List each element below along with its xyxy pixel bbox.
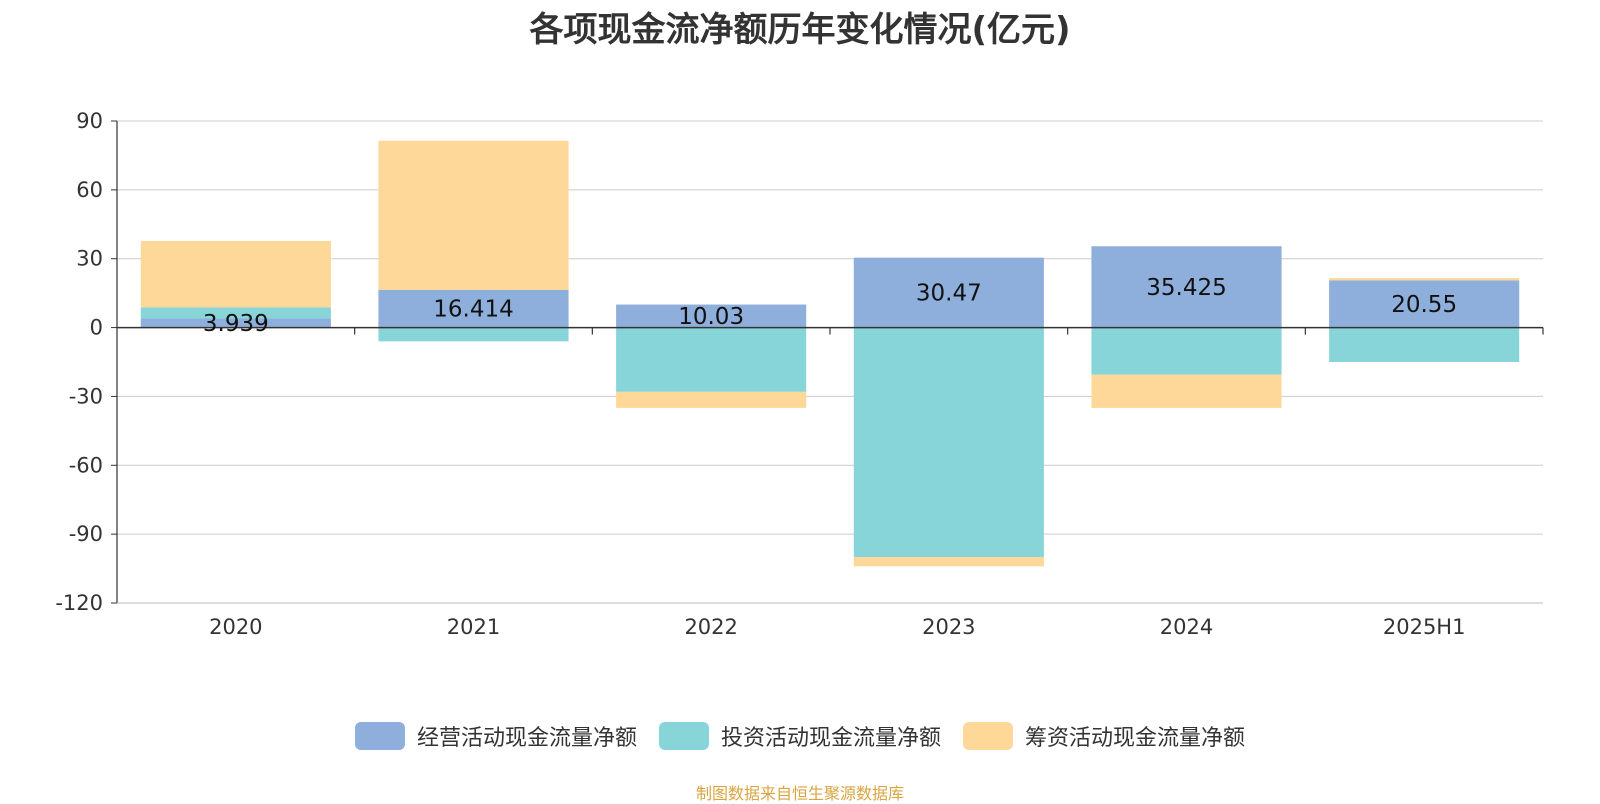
x-tick-label: 2021 [447,615,500,639]
data-label: 3.939 [203,311,269,337]
y-tick-label: -30 [69,384,103,408]
bar-series1-2022 [616,327,807,392]
legend-swatch-financing [963,722,1013,750]
x-tick-label: 2025H1 [1383,615,1466,639]
x-tick-label: 2024 [1160,615,1213,639]
bar-series1-2025H1 [1329,327,1520,362]
y-tick-label: 0 [90,316,103,340]
y-tick-label: 30 [76,247,103,271]
bar-series0-2021 [378,289,569,328]
bar-series1-2023 [853,327,1044,558]
bar-series0-2020 [140,318,331,328]
y-tick-label: -120 [55,591,103,615]
bar-series2-2022 [616,391,807,408]
source-note: 制图数据来自恒生聚源数据库 [695,784,904,803]
data-label: 35.425 [1146,275,1226,301]
legend-item-investing[interactable]: 投资活动现金流量净额 [658,720,941,752]
legend-swatch-operating [354,722,405,750]
bar-series0-2023 [853,257,1044,328]
bar-series1-2021 [378,327,569,342]
legend-label-investing: 投资活动现金流量净额 [720,726,941,751]
x-tick-label: 2022 [684,615,737,639]
bar-series2-2020 [140,240,331,308]
chart-plot: 90 60 30 0 -30 -60 -90 -120 2020 2021 2022 2023 2024… [55,109,1544,639]
bar-series2-2024 [1091,374,1282,408]
data-label: 20.55 [1391,292,1457,318]
bar-series2-2025H1 [1329,278,1520,281]
legend-item-financing[interactable]: 筹资活动现金流量净额 [963,720,1245,752]
y-tick-label: -90 [69,522,103,546]
data-label: 10.03 [678,304,744,330]
x-tick-label: 2023 [922,615,975,639]
y-tick-label: 60 [76,178,103,202]
legend-item-operating[interactable]: 经营活动现金流量净额 [354,720,637,752]
y-tick-label: -60 [69,453,103,477]
bar-series0-2025H1 [1329,280,1520,328]
bar-series1-2024 [1091,327,1282,375]
chart-title: 各项现金流净额历年变化情况(亿元) [529,10,1071,50]
bar-series0-2024 [1091,246,1282,328]
y-tick-label: 90 [76,109,103,133]
data-label: 30.47 [916,281,982,307]
x-tick-label: 2020 [209,615,262,639]
data-label: 16.414 [433,297,513,323]
bar-series2-2021 [378,140,569,290]
legend-label-financing: 筹资活动现金流量净额 [1025,726,1246,751]
bar-series0-2022 [616,304,807,328]
bar-series1-2020 [140,307,331,319]
legend-label-operating: 经营活动现金流量净额 [416,726,637,751]
legend: 经营活动现金流量净额 投资活动现金流量净额 筹资活动现金流量净额 [0,720,1600,752]
bar-series2-2023 [853,557,1044,567]
legend-swatch-investing [658,722,709,750]
